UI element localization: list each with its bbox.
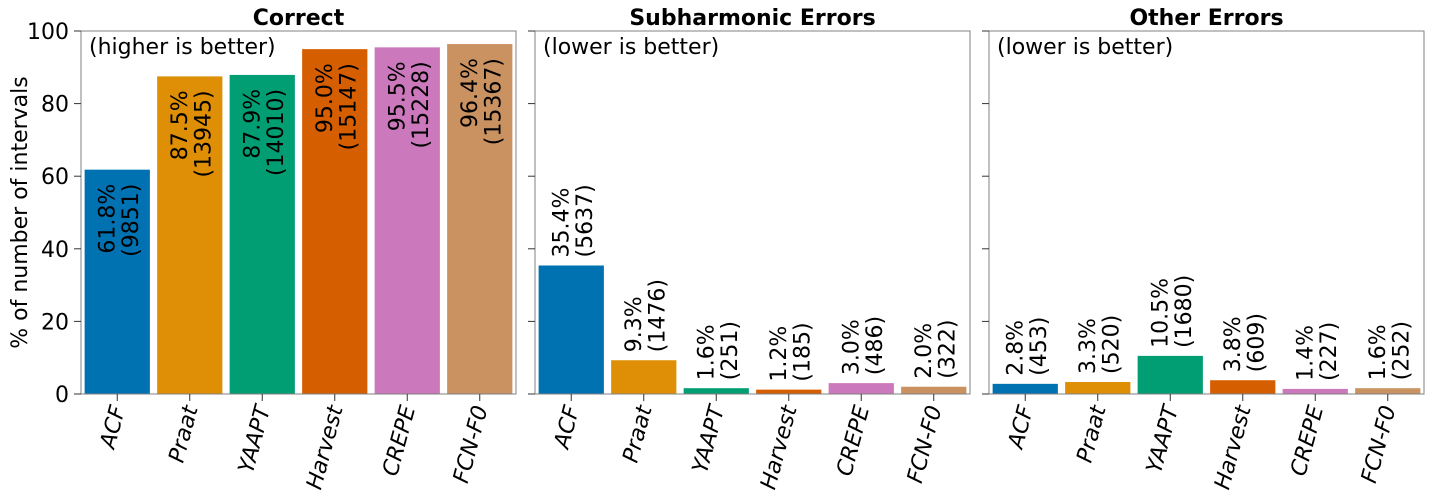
x-tick-label: Harvest xyxy=(302,402,349,493)
bar-acf xyxy=(84,169,150,394)
bar-harvest xyxy=(302,49,368,395)
data-label: 3.8%(609) xyxy=(1221,313,1269,372)
plot-frame xyxy=(534,30,971,395)
x-tick-label: FCN-F0 xyxy=(903,403,948,486)
data-label: 96.4%(15367) xyxy=(458,58,506,145)
y-tick-label: 100 xyxy=(27,20,69,45)
y-tick-label: 20 xyxy=(41,310,69,335)
y-tick-label: 80 xyxy=(41,93,69,118)
data-label: 61.8%(9851) xyxy=(96,184,144,257)
y-tick-label: 60 xyxy=(41,165,69,190)
x-tick-label: CREPE xyxy=(1286,403,1329,479)
data-label: 87.9%(14010) xyxy=(241,89,289,176)
panel-annotation: (lower is better) xyxy=(543,35,719,60)
y-tick-label: 0 xyxy=(55,383,69,408)
data-label: 1.6%(252) xyxy=(1366,321,1414,380)
panel-1: 0 20 40 60 80 100 ACF Praat YAAPT Harvest CREPE FCN… xyxy=(8,6,517,493)
bar-crepe xyxy=(1282,388,1348,394)
bar-yaapt xyxy=(229,74,295,395)
chart-panels: 0 20 40 60 80 100 ACF Praat YAAPT Harvest CREPE FCN… xyxy=(8,6,1425,493)
bar-harvest xyxy=(1210,380,1276,394)
x-tick-label: Harvest xyxy=(1210,402,1257,493)
x-tick-label: YAAPT xyxy=(688,402,730,476)
x-tick-label: ACF xyxy=(1003,403,1039,453)
bar-praat xyxy=(611,360,677,394)
bar-fcn-f0 xyxy=(1355,388,1421,394)
bar-fcn-f0 xyxy=(447,44,513,394)
plot-frame xyxy=(80,30,517,395)
x-tick-label: ACF xyxy=(95,403,131,453)
x-tick-label: CREPE xyxy=(378,403,421,479)
bar-praat xyxy=(157,76,223,395)
data-label: 2.8%(453) xyxy=(1004,317,1052,376)
panel-2: ACF Praat YAAPT Harvest CREPE FCN-F0 35.4%(563… xyxy=(528,6,971,493)
x-tick-label: FCN-F0 xyxy=(1357,403,1402,486)
data-label: 95.0%(15147) xyxy=(313,63,361,150)
bar-crepe xyxy=(828,383,894,394)
bar-praat xyxy=(1065,382,1131,394)
x-tick-label: CREPE xyxy=(832,403,875,479)
panel-annotation: (lower is better) xyxy=(997,35,1173,60)
plot-frame xyxy=(988,30,1425,395)
x-tick-label: Praat xyxy=(1072,402,1111,466)
bar-acf xyxy=(538,265,604,394)
y-tick-label: 40 xyxy=(41,238,69,263)
data-label: 1.6%(251) xyxy=(695,321,743,380)
data-label: 95.5%(15228) xyxy=(386,61,434,148)
data-label: 3.3%(520) xyxy=(1076,315,1124,374)
panel-title: Other Errors xyxy=(1129,6,1283,31)
x-tick-label: ACF xyxy=(549,403,585,453)
y-axis-label: % of number of intervals xyxy=(8,76,33,349)
data-label: 87.5%(13945) xyxy=(168,90,216,177)
data-label: 3.0%(486) xyxy=(840,316,888,375)
x-tick-label: YAAPT xyxy=(1142,402,1184,476)
x-tick-label: Harvest xyxy=(756,402,803,493)
data-label: 1.4%(227) xyxy=(1294,322,1342,381)
panel-annotation: (higher is better) xyxy=(89,35,276,60)
data-label: 1.2%(185) xyxy=(767,322,815,381)
bar-crepe xyxy=(374,47,440,395)
data-label: 10.5%(1680) xyxy=(1149,275,1197,348)
bar-fcn-f0 xyxy=(901,386,967,394)
panel-title: Subharmonic Errors xyxy=(629,6,875,31)
data-label: 35.4%(5637) xyxy=(550,184,598,257)
bar-acf xyxy=(992,383,1058,394)
x-tick-label: FCN-F0 xyxy=(449,403,494,486)
data-label: 2.0%(322) xyxy=(912,320,960,379)
bar-yaapt xyxy=(1137,355,1203,394)
x-tick-label: YAAPT xyxy=(234,402,276,476)
x-tick-label: Praat xyxy=(618,402,657,466)
data-label: 9.3%(1476) xyxy=(622,279,670,352)
bar-harvest xyxy=(756,389,822,394)
bar-yaapt xyxy=(683,388,749,394)
panel-3: ACF Praat YAAPT Harvest CREPE FCN-F0 2.8%(453)… xyxy=(982,6,1425,493)
panel-title: Correct xyxy=(253,6,345,31)
x-tick-label: Praat xyxy=(164,402,203,466)
